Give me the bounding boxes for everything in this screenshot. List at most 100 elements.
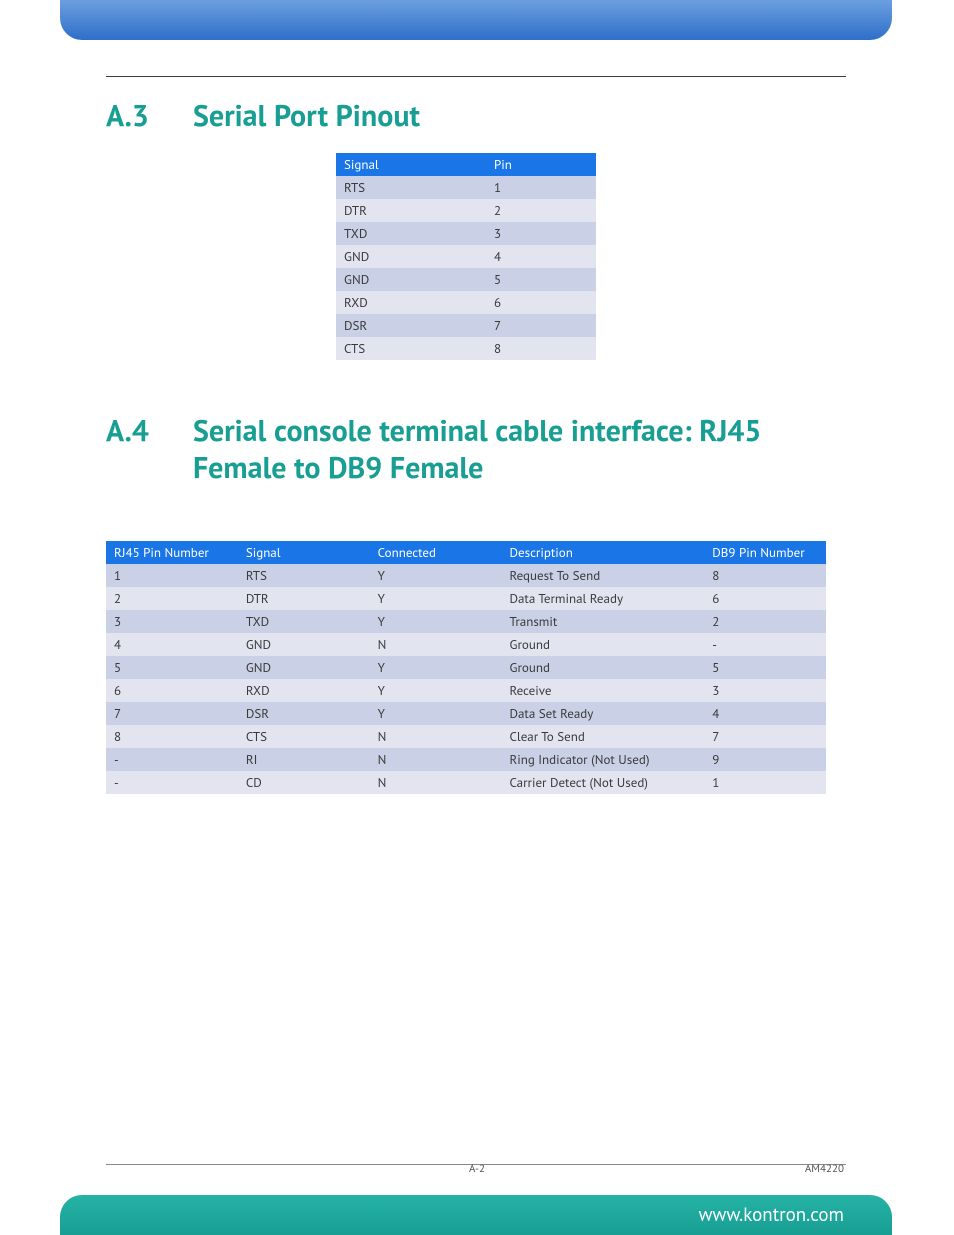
- table-cell: N: [370, 748, 502, 771]
- table-row: 1RTSYRequest To Send8: [106, 564, 826, 587]
- table-cell: N: [370, 771, 502, 794]
- table-cell: -: [106, 771, 238, 794]
- table-cell: 2: [704, 610, 826, 633]
- table-cell: Y: [370, 564, 502, 587]
- table-cell: 4: [486, 245, 596, 268]
- table-row: 3TXDYTransmit2: [106, 610, 826, 633]
- table-header-row: RJ45 Pin NumberSignalConnectedDescriptio…: [106, 541, 826, 564]
- table-row: -RINRing Indicator (Not Used)9: [106, 748, 826, 771]
- rj45-db9-table: RJ45 Pin NumberSignalConnectedDescriptio…: [106, 541, 826, 794]
- table-cell: GND: [336, 245, 486, 268]
- column-header: Connected: [370, 541, 502, 564]
- table-cell: Data Terminal Ready: [501, 587, 704, 610]
- heading-a3: A.3 Serial Port Pinout: [106, 97, 846, 135]
- table-cell: 6: [486, 291, 596, 314]
- table-cell: RI: [238, 748, 370, 771]
- table-cell: Y: [370, 656, 502, 679]
- table-cell: 5: [106, 656, 238, 679]
- table-cell: DTR: [238, 587, 370, 610]
- table-cell: 4: [704, 702, 826, 725]
- table-cell: N: [370, 725, 502, 748]
- table-cell: RTS: [336, 176, 486, 199]
- table-cell: CTS: [238, 725, 370, 748]
- heading-a4-number: A.4: [106, 412, 149, 487]
- table-cell: TXD: [238, 610, 370, 633]
- table-cell: Data Set Ready: [501, 702, 704, 725]
- table-cell: 8: [106, 725, 238, 748]
- table-row: 8CTSNClear To Send7: [106, 725, 826, 748]
- table-row: -CDNCarrier Detect (Not Used)1: [106, 771, 826, 794]
- table-cell: 3: [486, 222, 596, 245]
- table-cell: Clear To Send: [501, 725, 704, 748]
- table-cell: Receive: [501, 679, 704, 702]
- table-cell: Ground: [501, 656, 704, 679]
- table-cell: 5: [704, 656, 826, 679]
- table-row: CTS8: [336, 337, 596, 360]
- table-cell: 9: [704, 748, 826, 771]
- column-header: Pin: [486, 153, 596, 176]
- table-cell: CTS: [336, 337, 486, 360]
- table-cell: 1: [486, 176, 596, 199]
- table-cell: GND: [238, 656, 370, 679]
- table-row: RTS1: [336, 176, 596, 199]
- table-row: TXD3: [336, 222, 596, 245]
- table-cell: GND: [238, 633, 370, 656]
- table-cell: Carrier Detect (Not Used): [501, 771, 704, 794]
- table-cell: Y: [370, 587, 502, 610]
- table-row: 7DSRYData Set Ready4: [106, 702, 826, 725]
- table-cell: GND: [336, 268, 486, 291]
- heading-a3-title: Serial Port Pinout: [193, 97, 846, 135]
- footer-url: www.kontron.com: [698, 1203, 844, 1227]
- top-divider: [106, 76, 846, 77]
- table-cell: CD: [238, 771, 370, 794]
- table-row: 6RXDYReceive3: [106, 679, 826, 702]
- table-cell: DTR: [336, 199, 486, 222]
- table-cell: 1: [704, 771, 826, 794]
- table-cell: 1: [106, 564, 238, 587]
- table-cell: 6: [704, 587, 826, 610]
- column-header: Signal: [238, 541, 370, 564]
- table-cell: Transmit: [501, 610, 704, 633]
- table-cell: -: [106, 748, 238, 771]
- table-row: DSR7: [336, 314, 596, 337]
- table-a4-wrap: RJ45 Pin NumberSignalConnectedDescriptio…: [106, 541, 846, 794]
- table-cell: N: [370, 633, 502, 656]
- table-cell: 2: [106, 587, 238, 610]
- table-cell: RXD: [336, 291, 486, 314]
- table-cell: Request To Send: [501, 564, 704, 587]
- table-cell: Y: [370, 610, 502, 633]
- table-cell: 2: [486, 199, 596, 222]
- table-cell: 3: [704, 679, 826, 702]
- column-header: DB9 Pin Number: [704, 541, 826, 564]
- table-cell: DSR: [238, 702, 370, 725]
- table-cell: 6: [106, 679, 238, 702]
- table-a3-wrap: SignalPin RTS1DTR2TXD3GND4GND5RXD6DSR7CT…: [336, 153, 846, 360]
- table-row: DTR2: [336, 199, 596, 222]
- serial-port-pinout-table: SignalPin RTS1DTR2TXD3GND4GND5RXD6DSR7CT…: [336, 153, 596, 360]
- column-header: Description: [501, 541, 704, 564]
- table-cell: Ring Indicator (Not Used): [501, 748, 704, 771]
- table-cell: 7: [106, 702, 238, 725]
- page-content: A.3 Serial Port Pinout SignalPin RTS1DTR…: [106, 76, 846, 794]
- table-cell: 8: [704, 564, 826, 587]
- table-cell: 4: [106, 633, 238, 656]
- table-cell: DSR: [336, 314, 486, 337]
- doc-id: AM4220: [805, 1162, 844, 1176]
- table-row: 4GNDNGround-: [106, 633, 826, 656]
- table-cell: 8: [486, 337, 596, 360]
- table-cell: Y: [370, 702, 502, 725]
- heading-a3-number: A.3: [106, 97, 149, 135]
- table-cell: 3: [106, 610, 238, 633]
- table-cell: TXD: [336, 222, 486, 245]
- heading-a4-title: Serial console terminal cable interface:…: [193, 412, 846, 487]
- table-cell: Ground: [501, 633, 704, 656]
- table-cell: RTS: [238, 564, 370, 587]
- table-header-row: SignalPin: [336, 153, 596, 176]
- table-cell: 7: [486, 314, 596, 337]
- bottom-banner: www.kontron.com: [60, 1195, 892, 1235]
- column-header: Signal: [336, 153, 486, 176]
- top-banner: [60, 0, 892, 40]
- table-cell: 7: [704, 725, 826, 748]
- table-cell: Y: [370, 679, 502, 702]
- table-cell: 5: [486, 268, 596, 291]
